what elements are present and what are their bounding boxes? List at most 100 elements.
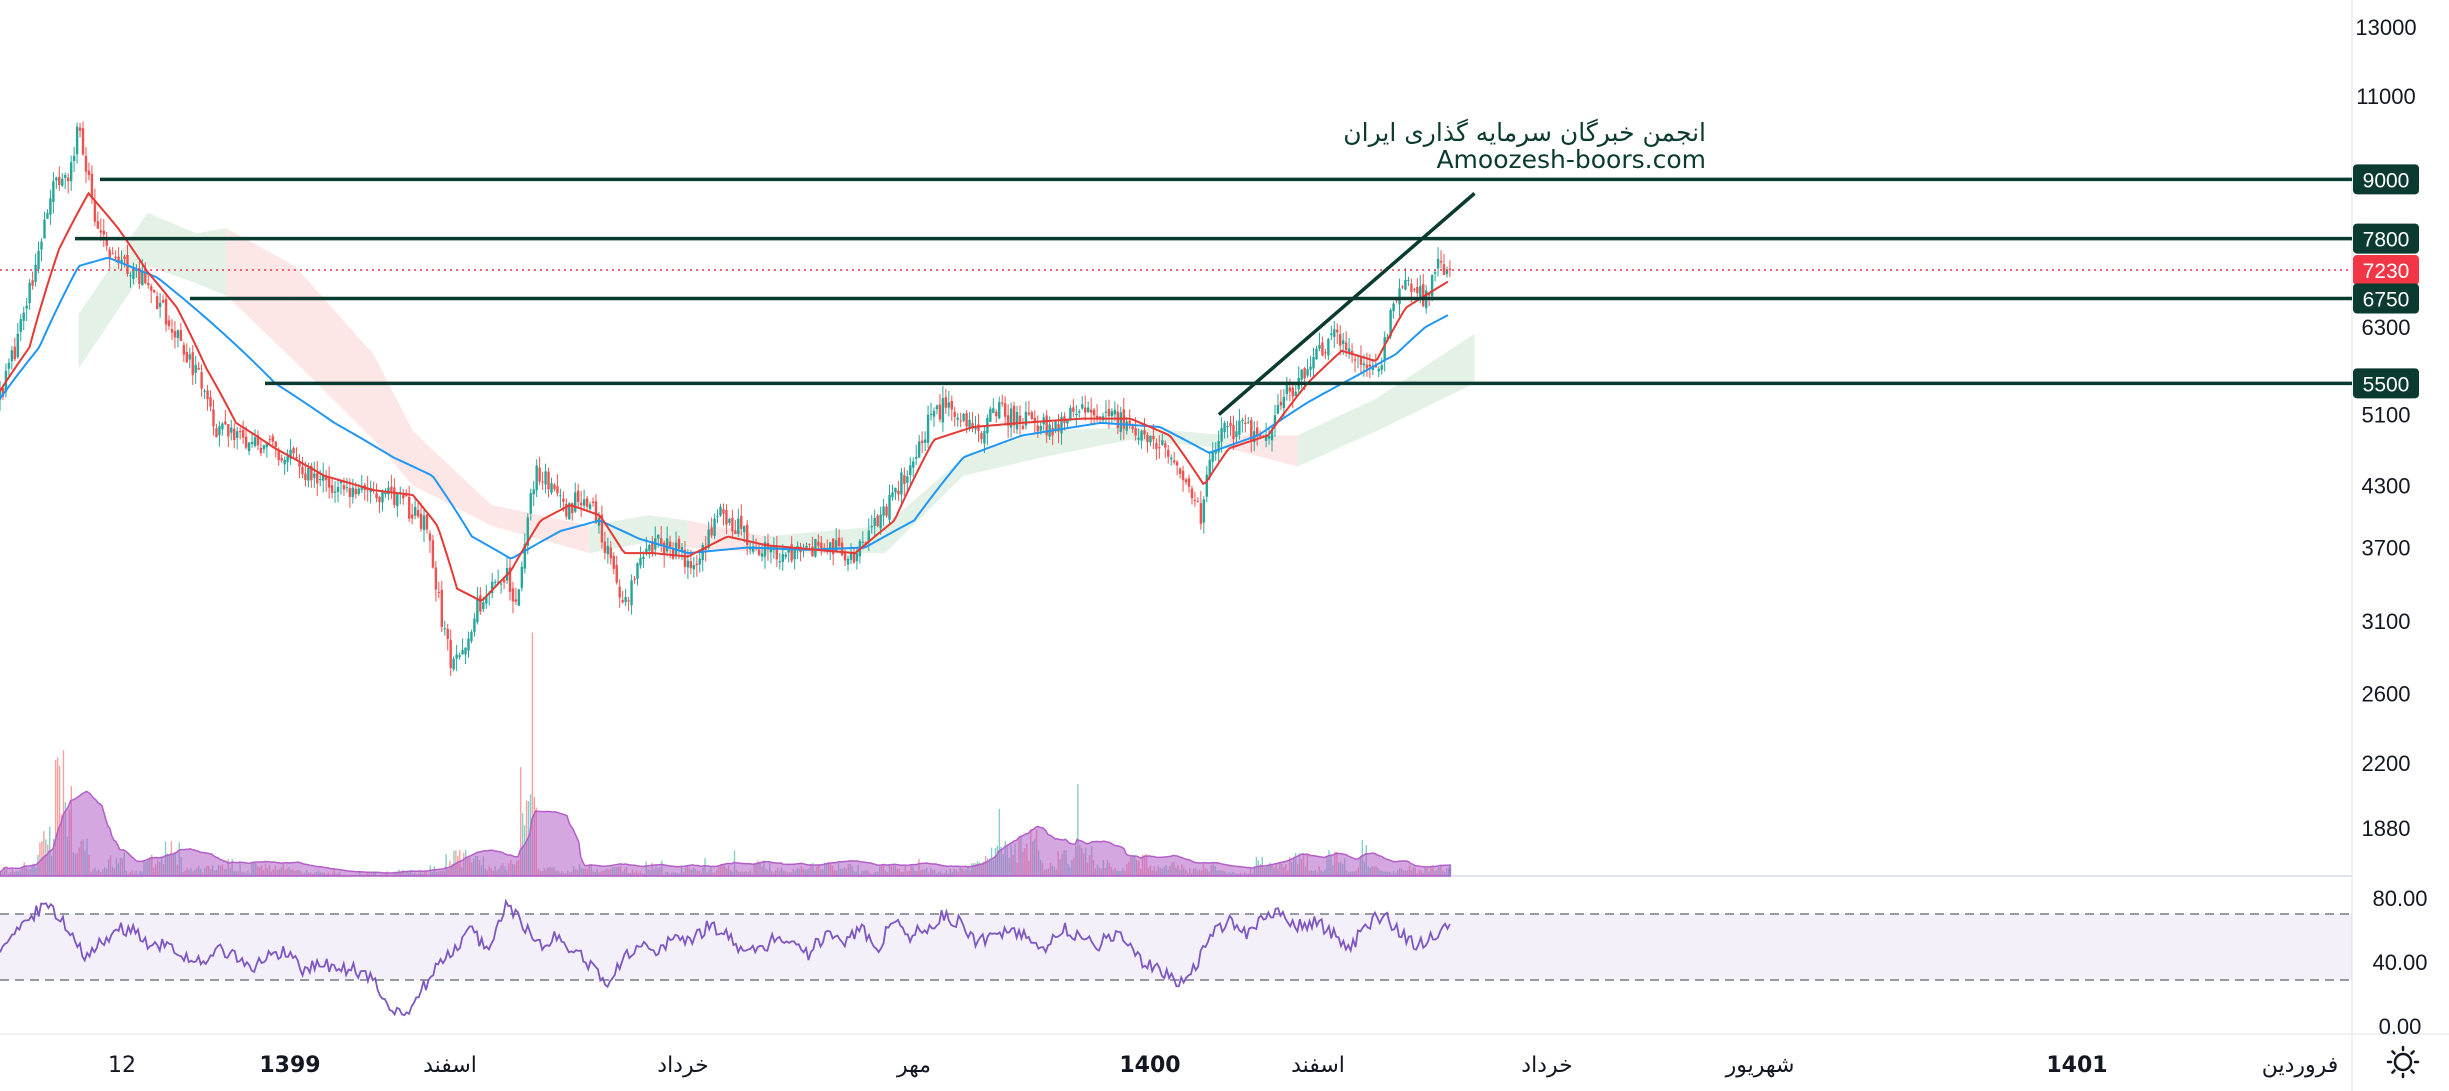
time-axis-tick: 1399 xyxy=(259,1053,320,1078)
candle-body xyxy=(1075,414,1078,416)
candle-body xyxy=(1244,422,1247,424)
candle-body xyxy=(19,319,22,332)
candle-body xyxy=(698,558,701,565)
candle-body xyxy=(642,556,645,560)
candle-body xyxy=(1170,457,1173,460)
price-axis[interactable]: 13000 11000 9000 7800 7230 6750 6300 5500 5100 43… xyxy=(2353,15,2419,841)
candle-body xyxy=(760,553,764,557)
candle-body xyxy=(357,488,360,495)
candle-body xyxy=(360,485,363,490)
candle-body xyxy=(1413,289,1416,291)
candle-body xyxy=(256,435,260,446)
candle-body xyxy=(579,502,583,506)
candle-body xyxy=(1270,429,1274,441)
candle-body xyxy=(974,427,977,430)
candle-body xyxy=(831,538,835,555)
candle-body xyxy=(1255,427,1259,437)
sun-gear-icon[interactable] xyxy=(2386,1045,2420,1079)
candle-body xyxy=(479,595,482,612)
candle-body xyxy=(995,411,998,417)
candle-body xyxy=(1196,501,1200,503)
candle-body xyxy=(1164,443,1167,448)
candle-body xyxy=(1015,411,1019,430)
price-label-box xyxy=(2353,283,2419,314)
candle-body xyxy=(1416,286,1419,294)
rsi-line xyxy=(0,898,1451,1017)
candle-body xyxy=(983,430,986,444)
candle-body xyxy=(781,554,784,562)
candle-body xyxy=(304,473,307,481)
price-label-box xyxy=(2353,164,2419,195)
candle-body xyxy=(1247,422,1250,424)
candle-body xyxy=(556,486,559,494)
time-axis[interactable]: 12 1399 اسفند خرداد مهر 1400 اسفند خرداد شهریور 1… xyxy=(108,1053,2338,1078)
candle-body xyxy=(977,424,980,431)
candle-body xyxy=(1202,499,1206,523)
rsi-layer xyxy=(0,898,1451,1017)
candle-body xyxy=(1024,411,1028,426)
candle-body xyxy=(1146,435,1149,442)
price-axis-tag: 5500 xyxy=(2363,373,2410,396)
candle-body xyxy=(1051,427,1054,436)
candle-body xyxy=(467,638,470,651)
candle-body xyxy=(144,271,147,284)
candle-body xyxy=(339,481,343,484)
candle-body xyxy=(28,282,31,304)
candle-body xyxy=(194,364,197,373)
candle-body xyxy=(1110,411,1114,417)
candle-body xyxy=(920,440,924,444)
candle-body xyxy=(624,597,627,603)
candle-body xyxy=(1006,415,1010,426)
candle-body xyxy=(1445,270,1449,275)
candle-body xyxy=(1158,447,1161,449)
candle-body xyxy=(419,513,423,529)
candle-body xyxy=(1362,363,1366,366)
candle-body xyxy=(621,600,624,603)
candle-body xyxy=(657,534,660,539)
candle-body xyxy=(1303,368,1306,379)
candle-body xyxy=(1081,404,1084,409)
price-axis-tick: 11000 xyxy=(2356,84,2416,109)
candle-body xyxy=(665,538,669,552)
candle-body xyxy=(1104,411,1108,413)
candle-body xyxy=(790,544,793,561)
cloud-segment xyxy=(766,525,885,554)
candle-body xyxy=(1113,409,1117,415)
cloud-segment xyxy=(1041,426,1131,458)
price-axis-tag: 9000 xyxy=(2363,169,2410,192)
candle-body xyxy=(241,429,245,438)
time-axis-tick: اسفند xyxy=(423,1053,477,1078)
candle-body xyxy=(574,492,577,512)
candle-body xyxy=(1193,500,1197,502)
candle-body xyxy=(310,465,313,481)
candle-body xyxy=(989,408,992,422)
candle-body xyxy=(636,563,639,579)
candle-body xyxy=(215,428,218,438)
volume-layer xyxy=(0,632,1452,877)
candle-body xyxy=(1404,279,1407,290)
candle-body xyxy=(923,439,927,443)
candle-body xyxy=(968,419,971,428)
candle-body xyxy=(713,518,716,537)
candle-body xyxy=(307,467,310,481)
candle-body xyxy=(843,551,847,561)
candle-body xyxy=(224,421,227,425)
candle-body xyxy=(289,449,292,459)
candle-body xyxy=(390,486,393,492)
candle-body xyxy=(906,476,909,483)
candle-body xyxy=(13,346,17,360)
price-axis-tick: 4300 xyxy=(2362,473,2411,498)
candle-body xyxy=(870,525,873,528)
candle-body xyxy=(402,494,405,499)
candle-body xyxy=(1389,309,1392,337)
candle-body xyxy=(550,483,553,493)
candle-body xyxy=(517,589,521,606)
candle-body xyxy=(428,533,432,541)
candle-body xyxy=(1187,478,1191,487)
candle-body xyxy=(1327,339,1330,356)
ema-fast-line xyxy=(0,191,1449,602)
candle-body xyxy=(917,441,921,458)
candle-body xyxy=(1208,459,1211,478)
trendline[interactable] xyxy=(1217,192,1476,416)
